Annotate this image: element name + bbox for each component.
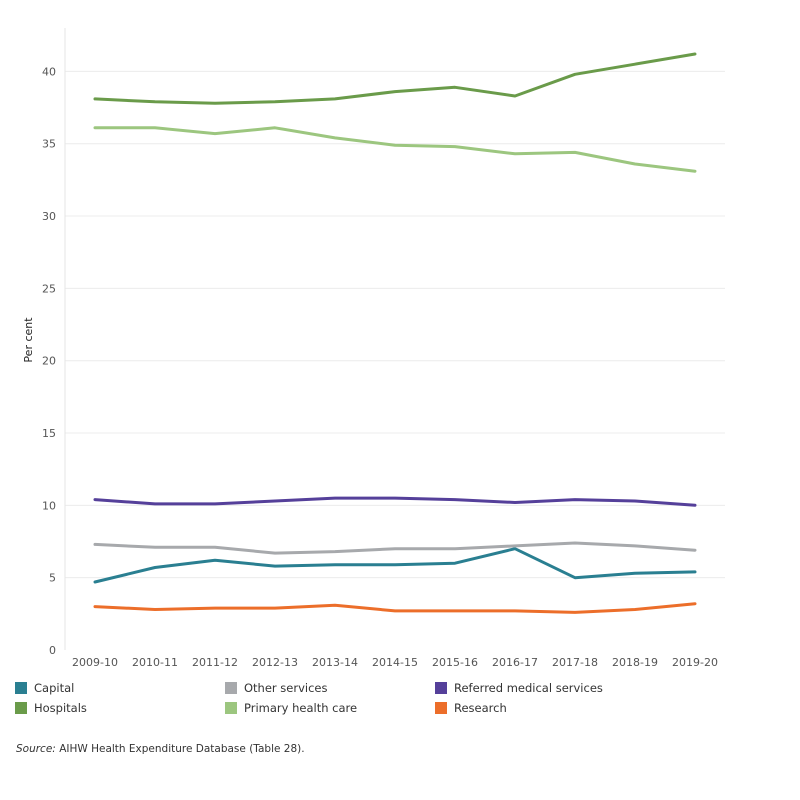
legend-item-referred-medical-services: Referred medical services [435, 681, 603, 695]
y-tick-label: 25 [42, 282, 56, 295]
x-tick-label: 2013-14 [312, 656, 358, 669]
legend-label: Hospitals [34, 701, 87, 715]
x-tick-label: 2018-19 [612, 656, 658, 669]
y-tick-label: 5 [49, 572, 56, 585]
series-line-hospitals [93, 52, 697, 105]
source-note: Source: AIHW Health Expenditure Database… [16, 743, 305, 755]
y-tick-label: 0 [49, 644, 56, 657]
x-tick-label: 2011-12 [192, 656, 238, 669]
series-line-research [93, 602, 697, 614]
legend-swatch [435, 682, 447, 694]
y-tick-label: 15 [42, 427, 56, 440]
series-line-other-services [93, 541, 697, 555]
series-lines [93, 52, 697, 614]
x-tick-label: 2017-18 [552, 656, 598, 669]
series-line-referred-medical-services [93, 496, 697, 507]
x-tick-label: 2010-11 [132, 656, 178, 669]
series-line-capital [93, 547, 697, 584]
gridlines [64, 28, 725, 650]
x-axis-ticks: 2009-10 2010-11 2011-12 2012-13 2013-14 2014-… [72, 656, 718, 669]
legend-label: Primary health care [244, 701, 358, 715]
x-tick-label: 2019-20 [672, 656, 718, 669]
y-axis-title: Per cent [22, 317, 35, 363]
series-line-primary-health-care [93, 126, 697, 173]
x-tick-label: 2012-13 [252, 656, 298, 669]
legend-swatch [435, 702, 447, 714]
x-tick-label: 2009-10 [72, 656, 118, 669]
legend-swatch [225, 702, 237, 714]
y-tick-label: 10 [42, 499, 56, 512]
source-label: Source: [16, 743, 56, 755]
y-tick-label: 35 [42, 138, 56, 151]
y-axis-ticks: 0 5 10 15 20 25 30 35 40 [42, 65, 56, 657]
legend-label: Research [454, 701, 507, 715]
legend-label: Capital [34, 681, 75, 695]
x-tick-label: 2016-17 [492, 656, 538, 669]
legend-label: Other services [244, 681, 328, 695]
legend-swatch [225, 682, 237, 694]
legend-item-primary-health-care: Primary health care [225, 701, 357, 715]
y-tick-label: 20 [42, 355, 56, 368]
source-text: AIHW Health Expenditure Database (Table … [59, 743, 305, 755]
legend-swatch [15, 682, 27, 694]
y-tick-label: 30 [42, 210, 56, 223]
legend-label: Referred medical services [454, 681, 603, 695]
y-tick-label: 40 [42, 65, 56, 78]
legend-item-capital: Capital [15, 681, 74, 695]
x-tick-label: 2014-15 [372, 656, 418, 669]
legend-swatch [15, 702, 27, 714]
legend-item-hospitals: Hospitals [15, 701, 87, 715]
legend-item-research: Research [435, 701, 507, 715]
x-tick-label: 2015-16 [432, 656, 478, 669]
legend-item-other-services: Other services [225, 681, 328, 695]
